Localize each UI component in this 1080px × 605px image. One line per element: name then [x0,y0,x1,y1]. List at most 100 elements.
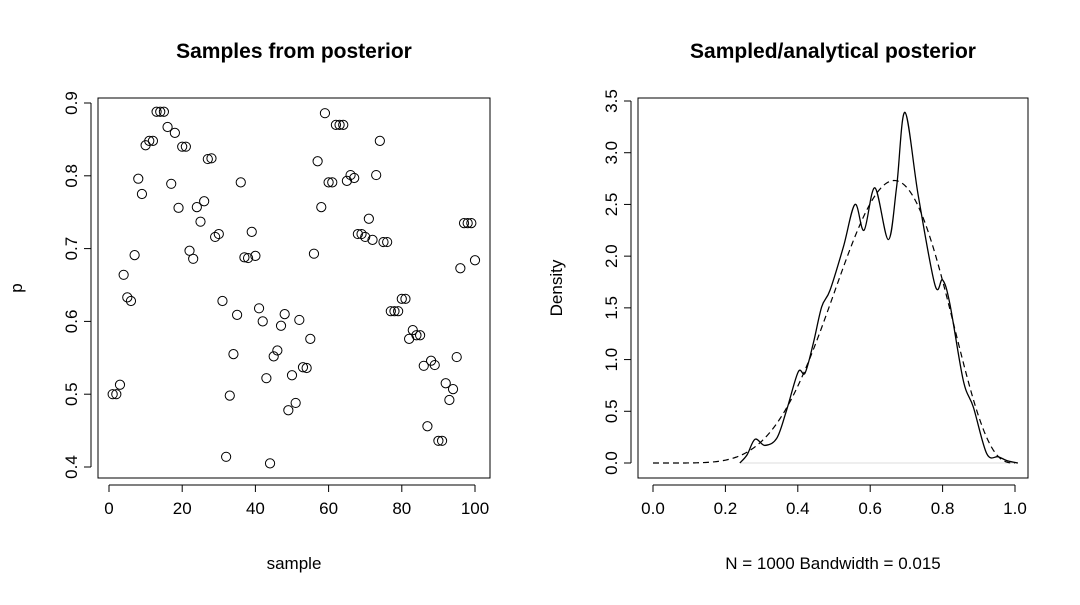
y-tick-label: 0.5 [602,399,621,423]
data-point [155,106,166,117]
data-point [246,226,257,237]
data-point [297,362,309,373]
data-point [239,252,250,263]
data-point [125,295,137,307]
y-tick-label: 0.0 [602,451,621,475]
data-point [261,373,272,384]
data-point [396,293,407,304]
data-point [374,135,385,146]
data-point [378,236,389,248]
data-point [338,119,349,130]
data-point [418,360,429,371]
data-point [389,306,400,317]
plot-frame [637,97,1029,479]
y-tick-label: 0.7 [62,237,81,261]
x-tick-label: 80 [392,499,411,518]
data-point [253,303,265,314]
data-point [286,370,298,381]
data-point [436,435,448,446]
panel-right: Sampled/analytical posterior 0.0 0.2 0.4 0.6… [547,40,1029,573]
data-point [118,269,129,280]
data-point [371,169,382,181]
y-tick-label: 0.8 [62,164,81,188]
data-point [308,248,320,259]
data-point [367,234,378,245]
data-point [334,119,345,130]
panel-left: Samples from posterior 0 20 40 60 80 100 sample… [7,40,491,573]
data-point [133,173,144,184]
x-tick-label: 0 [104,499,113,518]
data-point [319,108,331,119]
x-axis-label: sample [267,554,322,573]
y-axis-label: Density [547,259,566,316]
y-tick-label: 0.4 [62,455,81,479]
data-point [305,333,316,344]
data-point [257,316,268,327]
data-point [451,351,462,363]
x-tick-label: 60 [319,499,338,518]
data-point [469,255,481,266]
data-point [202,153,213,165]
data-point [177,141,188,152]
data-point [158,106,169,117]
data-point [147,135,159,146]
data-point [323,177,334,188]
data-point [341,175,352,186]
x-tick-label: 1.0 [1003,499,1027,518]
y-tick-label: 2.5 [602,193,621,217]
data-point [242,252,254,264]
data-point [279,309,290,320]
data-point [232,309,243,320]
data-point [199,196,210,207]
data-point [275,320,287,331]
data-point [268,351,279,362]
x-tick-label: 0.6 [858,499,882,518]
data-point [330,119,342,130]
series-analytical-beta [653,179,1016,464]
data-point [195,216,206,227]
data-point [111,389,122,400]
data-point [213,228,224,240]
y-tick-label: 2.0 [602,244,621,268]
data-point [250,250,261,261]
data-point [122,292,133,303]
data-point [411,330,422,341]
data-point [312,156,323,167]
data-point [221,451,232,462]
data-point [440,378,451,389]
y-tick-label: 3.0 [602,141,621,165]
data-point [393,306,404,317]
y-axis-label: p [7,283,26,292]
data-point [290,397,301,409]
data-point [444,394,455,406]
data-point [206,153,217,164]
chart-title: Samples from posterior [176,40,412,63]
data-point [228,349,239,360]
data-point [433,435,444,446]
data-point [400,293,411,304]
data-point [136,188,148,200]
chart-title: Sampled/analytical posterior [690,40,976,63]
x-tick-label: 40 [246,499,265,518]
data-point [349,172,360,184]
data-point [210,231,221,243]
data-point [188,253,199,264]
data-point [360,231,371,243]
data-point [264,458,276,469]
data-point [363,213,374,224]
data-point [162,121,173,133]
data-point [429,359,440,371]
data-point [224,390,235,401]
data-point [107,389,118,400]
y-tick-label: 1.5 [602,296,621,320]
x-tick-label: 0.8 [931,499,955,518]
data-point [301,362,312,374]
x-tick-label: 0.2 [714,499,738,518]
x-axis-label: N = 1000 Bandwidth = 0.015 [725,554,941,573]
data-point [217,295,228,307]
y-tick-label: 0.5 [62,382,81,406]
y-tick-label: 3.5 [602,89,621,113]
data-point [151,106,162,117]
data-point [166,178,177,189]
data-point [294,314,305,326]
